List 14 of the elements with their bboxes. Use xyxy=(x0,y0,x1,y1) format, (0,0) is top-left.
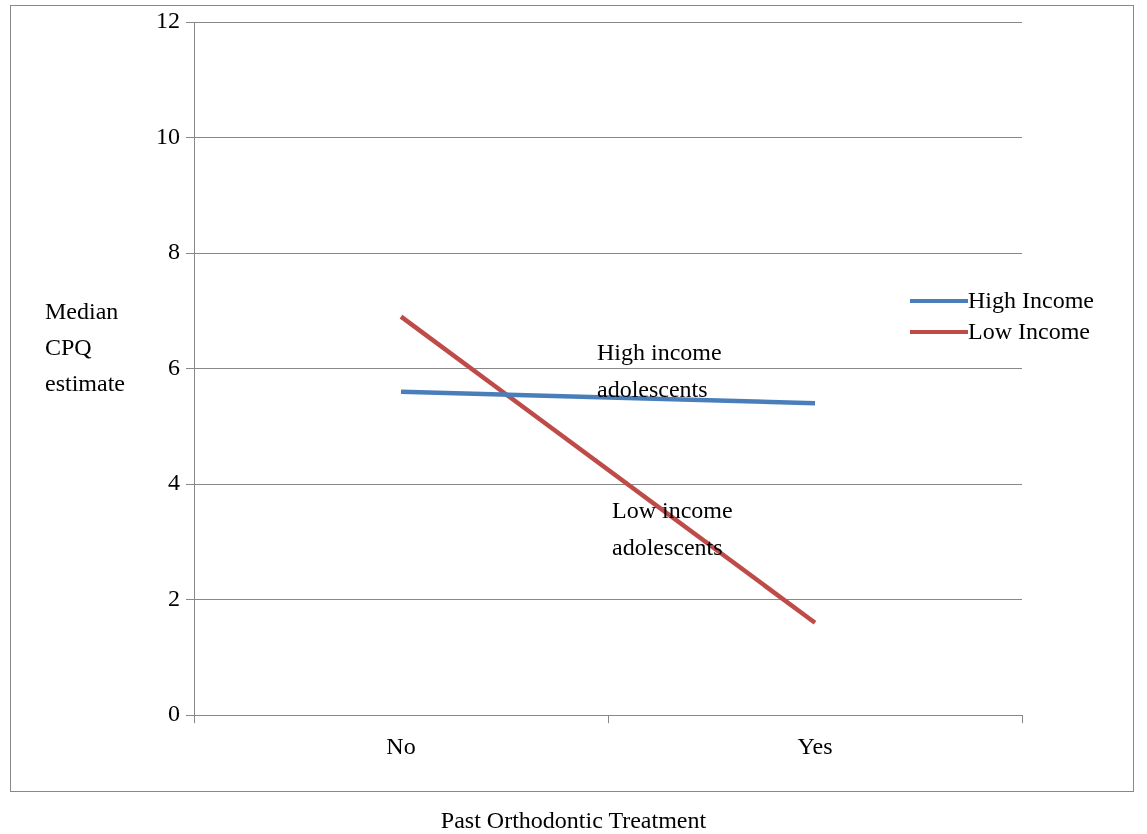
legend-label: High Income xyxy=(968,286,1095,315)
x-axis-title: Past Orthodontic Treatment xyxy=(439,806,708,834)
x-tick-label: No xyxy=(386,732,416,759)
legend-label: Low Income xyxy=(968,317,1091,346)
y-tick-label: 10 xyxy=(156,122,180,149)
y-axis-title: Median CPQ estimate xyxy=(45,297,126,398)
x-tick-label: Yes xyxy=(797,732,833,759)
y-tick-label: 2 xyxy=(168,584,180,611)
y-tick-label: 0 xyxy=(168,700,180,727)
y-tick-label: 12 xyxy=(156,7,180,34)
y-tick-label: 8 xyxy=(168,238,180,265)
annotation: High income adolescents xyxy=(597,338,723,404)
y-tick-label: 4 xyxy=(168,469,180,496)
y-tick-label: 6 xyxy=(168,353,180,380)
